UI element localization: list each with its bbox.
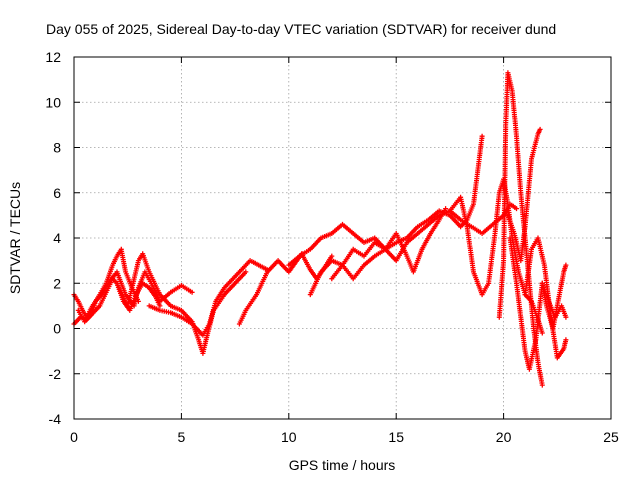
grid bbox=[74, 57, 611, 419]
data-point bbox=[563, 262, 569, 268]
data-point bbox=[479, 133, 485, 139]
y-tick-label: -4 bbox=[49, 411, 62, 427]
chart-title: Day 055 of 2025, Sidereal Day-to-day VTE… bbox=[46, 21, 556, 37]
x-tick-label: 25 bbox=[603, 429, 619, 445]
x-tick-label: 15 bbox=[388, 429, 404, 445]
axis-ticks: 0 5 10 15 20 25 -4 -2 0 2 4 6 8 10 12 bbox=[45, 49, 619, 445]
x-tick-label: 10 bbox=[281, 429, 297, 445]
x-tick-label: 20 bbox=[496, 429, 512, 445]
data-point bbox=[537, 126, 543, 132]
data-point bbox=[563, 314, 569, 320]
data-point bbox=[539, 330, 545, 336]
y-tick-label: 4 bbox=[53, 230, 61, 246]
y-tick-label: 6 bbox=[53, 185, 61, 201]
data-point bbox=[329, 253, 335, 259]
data-point bbox=[563, 337, 569, 343]
x-tick-label: 5 bbox=[178, 429, 186, 445]
y-tick-label: -2 bbox=[49, 366, 62, 382]
y-tick-label: 12 bbox=[45, 49, 61, 65]
data-point bbox=[443, 206, 449, 212]
data-points bbox=[71, 70, 569, 388]
y-tick-label: 2 bbox=[53, 275, 61, 291]
y-tick-label: 8 bbox=[53, 140, 61, 156]
y-axis-label: SDTVAR / TECUs bbox=[7, 182, 23, 294]
y-tick-label: 10 bbox=[45, 94, 61, 110]
x-tick-label: 0 bbox=[70, 429, 78, 445]
data-point bbox=[157, 303, 163, 309]
data-point bbox=[514, 206, 519, 212]
data-point bbox=[243, 269, 249, 275]
data-point bbox=[189, 289, 195, 295]
x-axis-label: GPS time / hours bbox=[289, 457, 396, 473]
data-point bbox=[539, 382, 545, 388]
y-tick-label: 0 bbox=[53, 321, 61, 337]
